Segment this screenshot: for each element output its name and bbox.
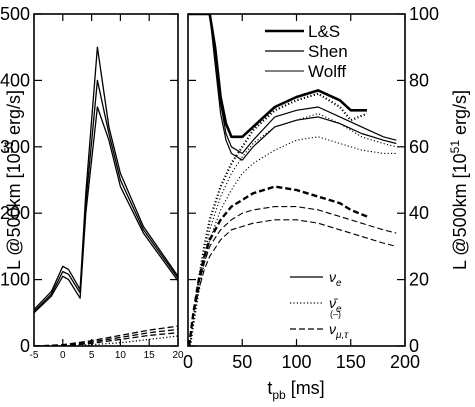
x-axis-label: tpb [ms] — [267, 378, 324, 402]
x-tick-label: 10 — [115, 350, 127, 361]
y-tick-label: 200 — [0, 203, 30, 223]
x-tick-label: 0 — [183, 352, 193, 372]
x-tick-label: 0 — [60, 350, 66, 361]
x-tick-label: 5 — [89, 350, 95, 361]
series-shen-nu-mu-tau — [188, 206, 397, 346]
y-tick-label: 0 — [409, 336, 419, 356]
y-tick-label: 100 — [0, 270, 30, 290]
legend-label: Shen — [308, 42, 348, 61]
y-tick-label: 80 — [409, 70, 429, 90]
series-wolff-nu-e — [34, 106, 178, 314]
legend-paren: (–) — [330, 309, 341, 319]
legend-label: Wolff — [308, 62, 346, 81]
series-shen-nu-e — [188, 14, 397, 154]
x-tick-label: 150 — [336, 352, 366, 372]
y-tick-label: 300 — [0, 137, 30, 157]
series-wolff-nu-mu-tau — [34, 332, 178, 346]
series-ls-nu-e-bar — [189, 92, 368, 346]
x-tick-label: 100 — [281, 352, 311, 372]
y-tick-label: 20 — [409, 270, 429, 290]
left-series — [34, 46, 178, 346]
series-shen-nu-mu-tau — [34, 328, 178, 346]
legend-species-label: νμ,τ — [329, 321, 349, 341]
series-wolff-nu-e — [188, 14, 397, 161]
x-tick-label: 50 — [232, 352, 252, 372]
y-axis-label-right: L @500km [1051 erg/s] — [448, 90, 470, 270]
y-tick-label: 0 — [20, 336, 30, 356]
y-tick-label: 400 — [0, 70, 30, 90]
y-tick-label: 100 — [409, 4, 439, 24]
series-ls-nu-e — [188, 14, 367, 139]
series-ls-nu-e — [34, 46, 178, 310]
series-ls-nu-e-bar — [34, 335, 178, 346]
right-frame — [187, 13, 406, 347]
series-ls-nu-mu-tau — [188, 185, 368, 346]
right-series — [188, 14, 397, 346]
series-ls-nu-mu-tau — [34, 325, 178, 346]
y-axis-label-left: L @500km [1051 erg/s] — [2, 90, 24, 270]
legend-species-label: νe — [329, 269, 342, 289]
axis-labels: L @500km [1051 erg/s] L @500km [1051 erg/… — [2, 90, 470, 402]
y-tick-label: 60 — [409, 137, 429, 157]
legend-label: L&S — [308, 22, 340, 41]
x-tick-label: 20 — [172, 350, 184, 361]
left-frame — [33, 13, 179, 347]
y-tick-label: 500 — [0, 4, 30, 24]
series-shen-nu-e — [34, 79, 178, 312]
legend-species-label: ν̄e — [329, 295, 342, 315]
y-tick-label: 40 — [409, 203, 429, 223]
series-wolff-nu-mu-tau — [188, 219, 397, 346]
x-tick-label: 200 — [390, 352, 420, 372]
series-wolff-nu-e-bar — [189, 136, 397, 346]
x-tick-label: -5 — [30, 350, 39, 361]
x-tick-label: 15 — [144, 350, 156, 361]
